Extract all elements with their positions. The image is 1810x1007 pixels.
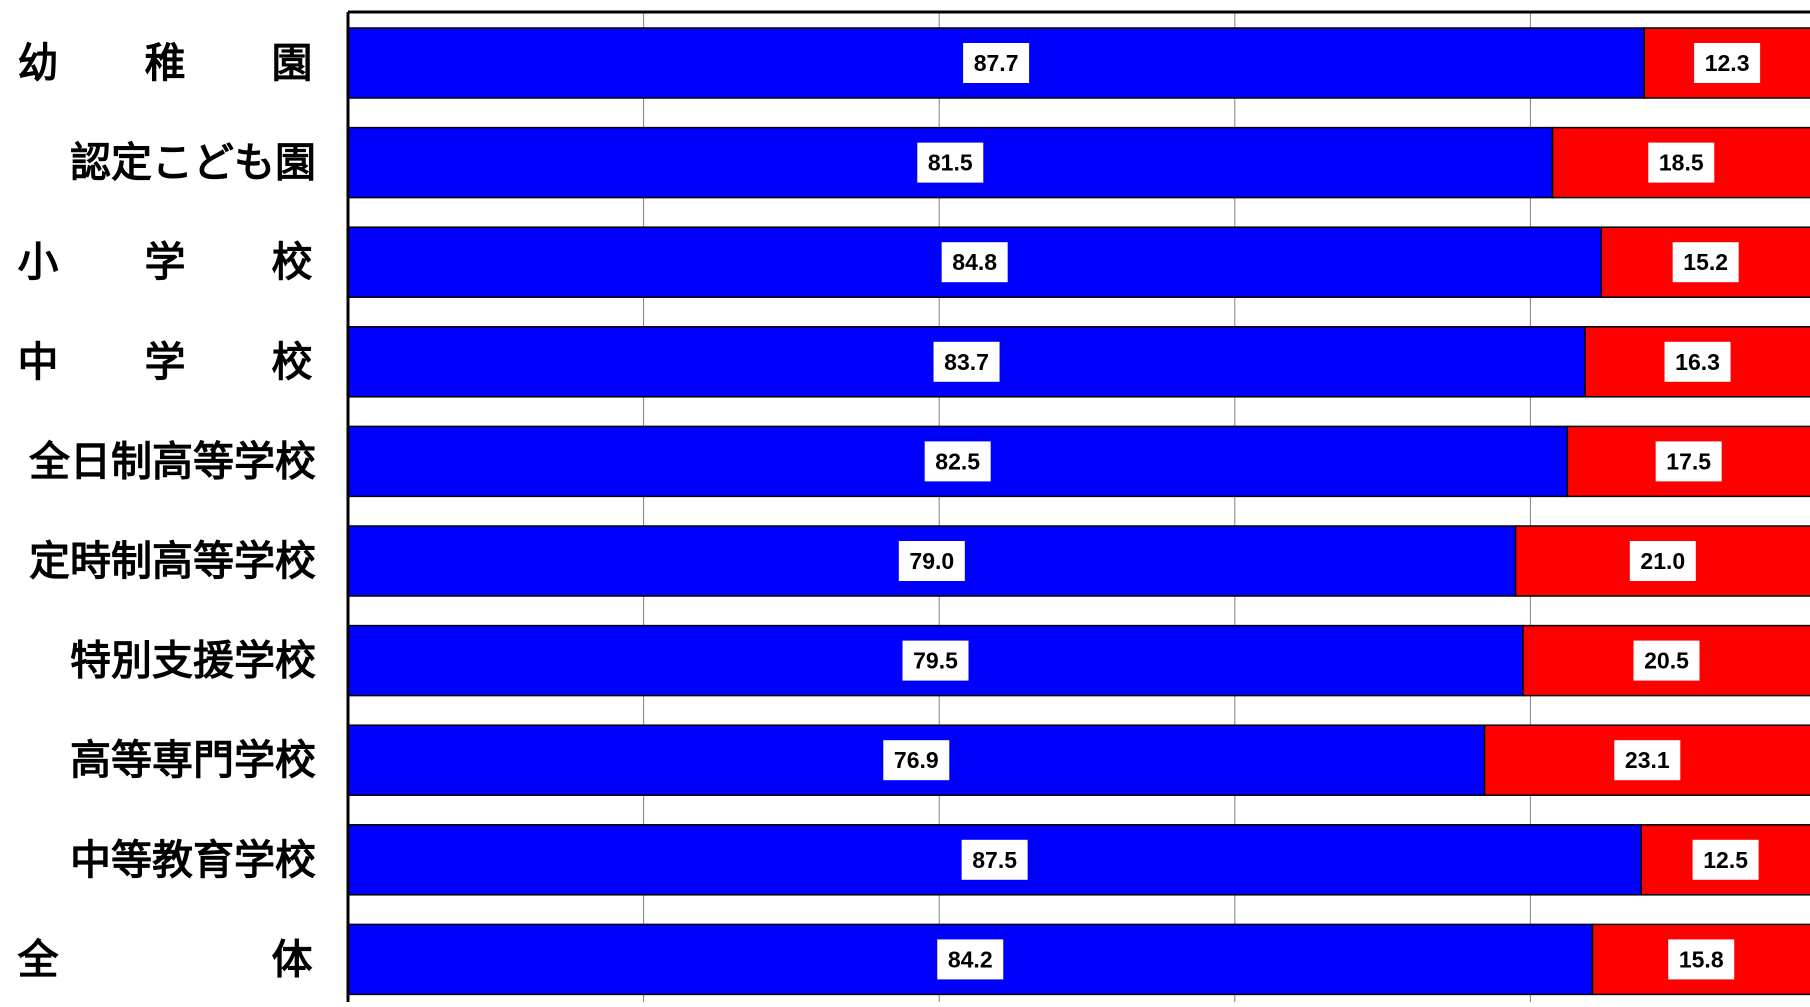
data-label-box [1672, 242, 1739, 283]
data-label: 79.5 [913, 648, 958, 674]
data-label: 21.0 [1640, 548, 1685, 574]
category-label: 校 [272, 338, 313, 386]
category-label: 高等専門学校 [70, 736, 316, 784]
category-label: 定時制高等学校 [29, 537, 316, 585]
category-label: 園 [272, 39, 313, 87]
data-label-box [1664, 341, 1731, 382]
data-label-box [1648, 142, 1715, 183]
data-label: 84.8 [952, 249, 997, 275]
data-label-box [1694, 43, 1761, 83]
data-label-box [1629, 541, 1696, 581]
category-label: 稚 [145, 39, 186, 87]
data-label-box [898, 541, 965, 581]
data-label-box [961, 839, 1028, 880]
data-label: 76.9 [894, 747, 939, 773]
data-label: 12.5 [1703, 847, 1748, 873]
data-label-box [1655, 441, 1722, 482]
data-label: 87.7 [974, 50, 1019, 76]
data-label: 81.5 [928, 150, 973, 176]
bar-series-1 [347, 226, 1603, 298]
data-label-box [917, 142, 984, 183]
category-label: 小 [18, 238, 59, 286]
data-label: 23.1 [1625, 747, 1670, 773]
category-label: 全 [17, 935, 60, 983]
category-label: 学 [145, 238, 186, 286]
category-label: 幼 [18, 39, 59, 87]
data-label: 20.5 [1644, 648, 1689, 674]
data-label: 12.3 [1705, 50, 1750, 76]
data-label-box [933, 341, 1000, 382]
data-label: 17.5 [1666, 448, 1711, 474]
data-label: 15.2 [1683, 249, 1728, 275]
data-label: 15.8 [1679, 946, 1724, 972]
category-label: 体 [272, 935, 313, 983]
data-label: 83.7 [944, 349, 989, 375]
data-label-box [924, 441, 991, 482]
data-label-box [937, 939, 1004, 980]
data-label-box [1668, 939, 1735, 980]
data-label: 16.3 [1675, 349, 1720, 375]
data-label-box [1633, 640, 1700, 681]
category-label: 特別支援学校 [70, 637, 316, 685]
data-label-box [883, 740, 950, 781]
data-label-box [963, 43, 1030, 83]
data-label-box [941, 242, 1008, 283]
data-label: 82.5 [935, 448, 980, 474]
data-label-box [1614, 740, 1681, 781]
bar-series-2 [1584, 326, 1810, 398]
category-label: 学 [145, 338, 186, 386]
category-label: 中 [18, 338, 59, 386]
data-label-box [1692, 839, 1759, 880]
data-label: 79.0 [909, 548, 954, 574]
data-label: 18.5 [1659, 150, 1704, 176]
data-label: 84.2 [948, 946, 993, 972]
category-label: 全日制高等学校 [28, 437, 316, 485]
category-label: 中等教育学校 [70, 836, 316, 884]
data-label: 87.5 [972, 847, 1017, 873]
category-label: 校 [272, 238, 313, 286]
data-label-box [902, 640, 969, 681]
category-label: 認定こども園 [70, 139, 316, 187]
